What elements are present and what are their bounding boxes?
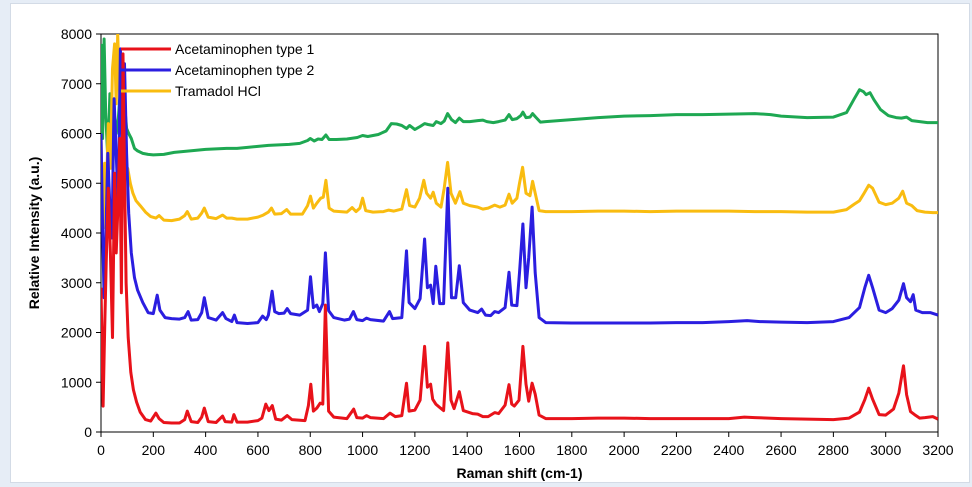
- x-tick-label: 1800: [556, 442, 587, 458]
- y-tick-label: 2000: [61, 325, 92, 341]
- x-tick-label: 3200: [922, 442, 953, 458]
- y-tick-label: 4000: [61, 225, 92, 241]
- x-tick-label: 1600: [504, 442, 535, 458]
- x-tick-label: 2000: [609, 442, 640, 458]
- legend-label: Acetaminophen type 1: [175, 41, 315, 57]
- x-tick-label: 1400: [452, 442, 483, 458]
- x-tick-label: 3000: [870, 442, 901, 458]
- x-tick-label: 2400: [713, 442, 744, 458]
- series-line-4: [101, 37, 938, 160]
- y-axis-label: Relative Intensity (a.u.): [26, 157, 42, 309]
- y-tick-label: 6000: [61, 126, 92, 142]
- x-tick-label: 600: [246, 442, 270, 458]
- y-tick-label: 5000: [61, 175, 92, 191]
- x-tick-label: 2200: [661, 442, 692, 458]
- y-tick-label: 3000: [61, 275, 92, 291]
- x-tick-label: 800: [299, 442, 323, 458]
- x-axis-label: Raman shift (cm-1): [456, 465, 582, 481]
- x-tick-label: 1200: [399, 442, 430, 458]
- y-tick-label: 8000: [61, 26, 92, 42]
- x-tick-label: 2800: [818, 442, 849, 458]
- legend-label: Acetaminophen type 2: [175, 62, 315, 78]
- x-tick-label: 2600: [765, 442, 796, 458]
- legend: Acetaminophen type 1 Acetaminophen type 2…: [121, 41, 315, 99]
- chart-area: 0 1000 2000 3000 4000 5000 6000 7000 8000 0 200 400…: [10, 3, 970, 483]
- legend-label: Tramadol HCl: [175, 83, 261, 99]
- series-layer: [101, 34, 938, 425]
- series-line-1: [101, 52, 938, 425]
- axes: 0 1000 2000 3000 4000 5000 6000 7000 8000 0 200 400…: [61, 26, 954, 458]
- x-tick-label: 200: [142, 442, 166, 458]
- y-tick-label: 1000: [61, 374, 92, 390]
- y-tick-label: 7000: [61, 76, 92, 92]
- x-tick-label: 400: [194, 442, 218, 458]
- y-tick-label: 0: [84, 424, 92, 440]
- raman-spectra-line-chart: 0 1000 2000 3000 4000 5000 6000 7000 8000 0 200 400…: [26, 26, 954, 481]
- series-line-2: [101, 47, 938, 325]
- series-line-3: [101, 34, 938, 230]
- x-tick-label: 0: [97, 442, 105, 458]
- x-tick-label: 1000: [347, 442, 378, 458]
